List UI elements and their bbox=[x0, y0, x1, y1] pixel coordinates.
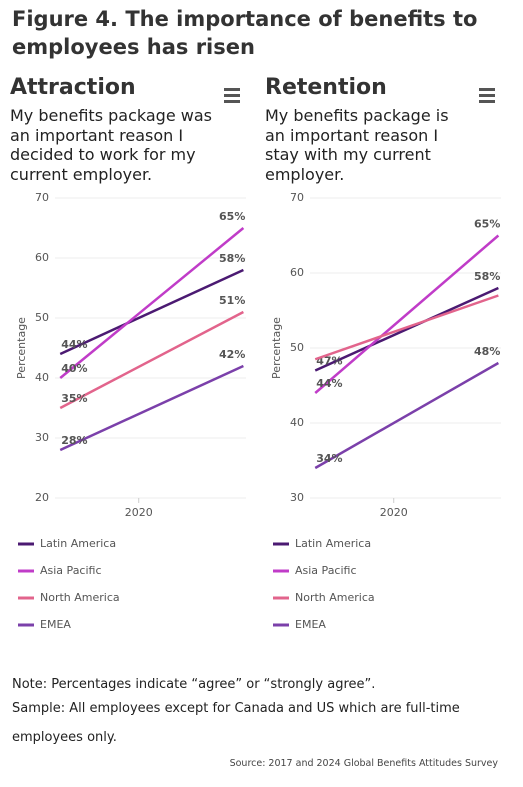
line bbox=[314, 286, 499, 372]
menu-icon[interactable] bbox=[479, 88, 495, 91]
data-label: 58% bbox=[474, 270, 500, 283]
y-tick-label: 30 bbox=[35, 431, 49, 444]
x-tick-label: 2020 bbox=[125, 506, 153, 519]
line bbox=[314, 294, 499, 361]
data-label: 28% bbox=[61, 434, 87, 447]
legend-label: EMEA bbox=[295, 618, 326, 631]
data-label: 58% bbox=[219, 252, 245, 265]
line bbox=[314, 361, 500, 470]
data-label: 65% bbox=[219, 210, 245, 223]
source: Source: 2017 and 2024 Global Benefits At… bbox=[229, 758, 498, 769]
chart-title: Attraction bbox=[10, 75, 136, 100]
data-label: 51% bbox=[219, 294, 245, 307]
page-title: Figure 4. The importance of benefits to … bbox=[12, 7, 478, 59]
note: Sample: All employees except for Canada … bbox=[12, 701, 460, 745]
data-label: 42% bbox=[219, 348, 245, 361]
y-tick-label: 70 bbox=[290, 191, 304, 204]
data-label: 44% bbox=[316, 377, 342, 390]
y-tick-label: 40 bbox=[290, 416, 304, 429]
y-tick-label: 40 bbox=[35, 371, 49, 384]
legend-label: Asia Pacific bbox=[295, 564, 357, 577]
y-tick-label: 70 bbox=[35, 191, 49, 204]
menu-icon[interactable] bbox=[224, 88, 240, 91]
y-tick-label: 50 bbox=[35, 311, 49, 324]
y-axis-label: Percentage bbox=[270, 317, 283, 379]
menu-icon[interactable] bbox=[224, 94, 240, 97]
data-label: 44% bbox=[61, 338, 87, 351]
legend-label: Latin America bbox=[295, 537, 371, 550]
line bbox=[314, 234, 500, 394]
menu-icon[interactable] bbox=[479, 94, 495, 97]
chart-subtitle: My benefits package is an important reas… bbox=[265, 106, 449, 184]
legend-label: EMEA bbox=[40, 618, 71, 631]
y-tick-label: 20 bbox=[35, 491, 49, 504]
menu-icon[interactable] bbox=[224, 100, 240, 103]
data-label: 35% bbox=[61, 392, 87, 405]
y-tick-label: 60 bbox=[290, 266, 304, 279]
x-tick-label: 2020 bbox=[380, 506, 408, 519]
chart-subtitle: My benefits package was an important rea… bbox=[10, 106, 212, 184]
legend-label: North America bbox=[40, 591, 120, 604]
chart-title: Retention bbox=[265, 75, 387, 100]
line bbox=[59, 310, 244, 410]
line bbox=[59, 227, 245, 379]
line bbox=[59, 364, 244, 452]
note: Note: Percentages indicate “agree” or “s… bbox=[12, 677, 376, 692]
line bbox=[59, 268, 244, 356]
legend-label: North America bbox=[295, 591, 375, 604]
y-tick-label: 60 bbox=[35, 251, 49, 264]
y-tick-label: 50 bbox=[290, 341, 304, 354]
y-tick-label: 30 bbox=[290, 491, 304, 504]
data-label: 34% bbox=[316, 452, 342, 465]
data-label: 40% bbox=[61, 362, 87, 375]
data-label: 48% bbox=[474, 345, 500, 358]
menu-icon[interactable] bbox=[479, 100, 495, 103]
legend-label: Asia Pacific bbox=[40, 564, 102, 577]
y-axis-label: Percentage bbox=[15, 317, 28, 379]
data-label: 65% bbox=[474, 218, 500, 231]
legend-label: Latin America bbox=[40, 537, 116, 550]
